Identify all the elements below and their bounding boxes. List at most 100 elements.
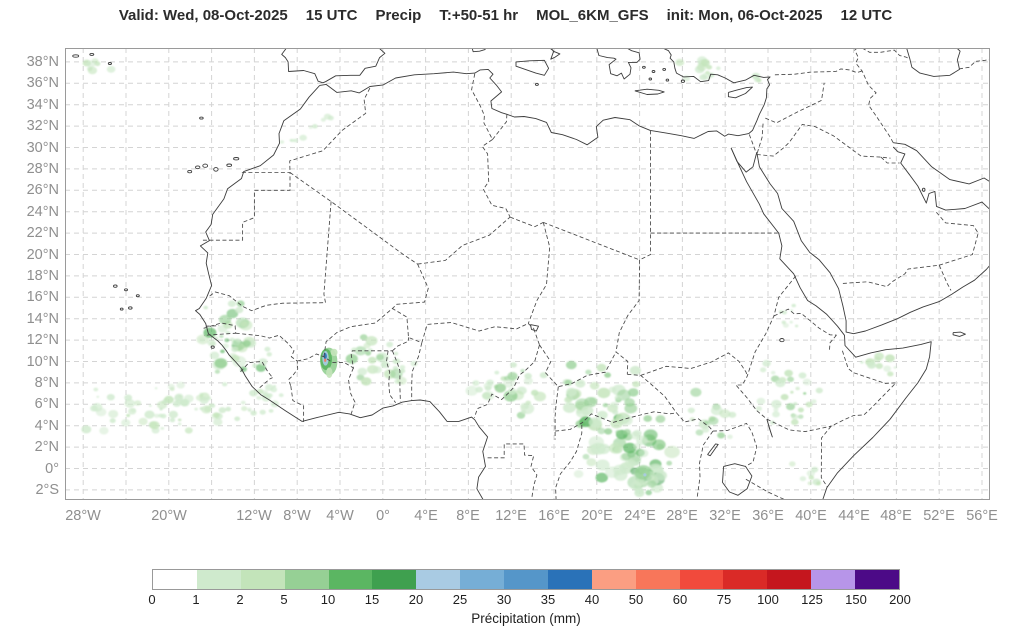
lat-tick-label: 16°N	[26, 289, 59, 305]
colorbar	[152, 569, 900, 590]
map-area	[65, 47, 991, 501]
colorbar-tick-label: 50	[628, 592, 644, 607]
lon-tick-label: 8°W	[283, 508, 311, 524]
colorbar-tick-label: 40	[584, 592, 600, 607]
precip-cluster-senegal-guinea	[196, 300, 272, 374]
lat-tick-label: 28°N	[26, 161, 59, 177]
title-forecast-range: T:+50-51 hr	[439, 7, 519, 24]
lon-tick-label: 8°E	[456, 508, 480, 524]
precip-cluster-drc-dense	[621, 452, 668, 498]
colorbar-tick-label: 0	[148, 592, 156, 607]
colorbar-tick-label: 200	[889, 592, 911, 607]
lon-tick-label: 4°W	[326, 508, 354, 524]
lon-tick-label: 12°E	[495, 508, 527, 524]
colorbar-tick-label: 100	[757, 592, 779, 607]
colorbar-segment	[723, 570, 768, 589]
lon-tick-label: 52°E	[923, 508, 955, 524]
colorbar-tick-label: 60	[672, 592, 688, 607]
lat-tick-label: 6°N	[34, 396, 59, 412]
lat-tick-label: 32°N	[26, 118, 59, 134]
lon-tick-label: 16°E	[538, 508, 570, 524]
lat-tick-label: 10°N	[26, 354, 59, 370]
lat-tick-label: 4°N	[34, 418, 59, 434]
lat-tick-label: 18°N	[26, 268, 59, 284]
precip-cluster-kenya	[789, 461, 821, 486]
lat-tick-label: 36°N	[26, 75, 59, 91]
colorbar-label: Précipitation (mm)	[471, 611, 581, 626]
lon-tick-label: 12°W	[236, 508, 272, 524]
colorbar-tick-label: 35	[540, 592, 556, 607]
lat-tick-label: 14°N	[26, 311, 59, 327]
title-init-time: 12 UTC	[840, 7, 893, 24]
precip-cluster-south-sudan-uganda	[687, 387, 737, 439]
title-init: init: Mon, 06-Oct-2025	[666, 7, 823, 24]
lat-tick-label: 24°N	[26, 204, 59, 220]
colorbar-tick-label: 10	[320, 592, 336, 607]
colorbar-tick-label: 125	[801, 592, 823, 607]
colorbar-tick-label: 75	[716, 592, 732, 607]
title-model: MOL_6KM_GFS	[536, 7, 649, 24]
cote-divoire-cell-east-patch	[330, 348, 338, 357]
lon-tick-label: 4°E	[414, 508, 438, 524]
precip-cluster-nigeria-cameroon	[465, 362, 548, 419]
lon-tick-label: 20°E	[581, 508, 613, 524]
colorbar-segment	[767, 570, 812, 589]
lon-tick-label: 36°E	[752, 508, 784, 524]
lat-tick-label: 22°N	[26, 225, 59, 241]
lat-tick-label: 2°N	[34, 439, 59, 455]
colorbar-tick-label: 1	[192, 592, 200, 607]
precip-cluster-morocco-atlas	[279, 113, 334, 144]
colorbar-segment	[591, 570, 636, 589]
lon-tick-label: 40°E	[795, 508, 827, 524]
graticule	[65, 48, 990, 500]
colorbar-segment	[460, 570, 504, 589]
map-frame	[65, 48, 990, 500]
precip-cluster-sierra-leone-liberia	[240, 384, 284, 416]
colorbar-tick-label: 15	[364, 592, 380, 607]
colorbar-tick-label: 2	[236, 592, 244, 607]
cote-divoire-cell-red-center	[324, 358, 327, 362]
colorbar-tick-label: 5	[280, 592, 288, 607]
colorbar-segment	[811, 570, 855, 589]
cote-divoire-cell-tail	[326, 367, 333, 379]
drc-blue-speck	[643, 473, 647, 477]
lon-tick-label: 56°E	[966, 508, 998, 524]
lat-tick-label: 20°N	[26, 247, 59, 263]
lat-tick-label: 34°N	[26, 97, 59, 113]
colorbar-segment	[240, 570, 285, 589]
lat-tick-label: 12°N	[26, 332, 59, 348]
chart-title: Valid: Wed, 08-Oct-2025 15 UTC Precip T:…	[0, 7, 1011, 24]
colorbar-segment	[196, 570, 241, 589]
lat-tick-label: 38°N	[26, 54, 59, 70]
lat-tick-label: 26°N	[26, 182, 59, 198]
lon-tick-label: 28°E	[666, 508, 698, 524]
lon-tick-label: 24°E	[624, 508, 656, 524]
colorbar-segment	[328, 570, 373, 589]
colorbar-segment	[284, 570, 329, 589]
lat-tick-label: 0°	[45, 461, 59, 477]
precip-cluster-syria-coast	[751, 72, 762, 83]
precip-cluster-ethiopia	[755, 360, 823, 426]
country-borders	[201, 47, 991, 501]
lon-tick-label: 20°W	[151, 508, 187, 524]
colorbar-segment	[679, 570, 724, 589]
colorbar-segment	[416, 570, 461, 589]
precip-cluster-cote-divoire-ghana-benin	[345, 334, 418, 386]
coastlines	[72, 47, 991, 501]
lon-tick-label: 0°	[376, 508, 390, 524]
precip-cluster-atlantic-itcz	[81, 381, 262, 435]
precip-cluster-somalia-north	[860, 352, 897, 377]
lon-tick-label: 28°W	[65, 508, 101, 524]
lon-tick-label: 48°E	[880, 508, 912, 524]
lon-tick-label: 32°E	[709, 508, 741, 524]
lat-tick-label: 8°N	[34, 375, 59, 391]
title-valid: Valid: Wed, 08-Oct-2025	[118, 7, 288, 24]
colorbar-segment	[855, 570, 899, 589]
precip-cluster-eritrea	[778, 303, 799, 328]
precipitation-map	[65, 47, 991, 501]
colorbar-tick-label: 30	[496, 592, 512, 607]
colorbar-segment	[635, 570, 680, 589]
lat-tick-label: 30°N	[26, 140, 59, 156]
colorbar-tick-label: 25	[452, 592, 468, 607]
